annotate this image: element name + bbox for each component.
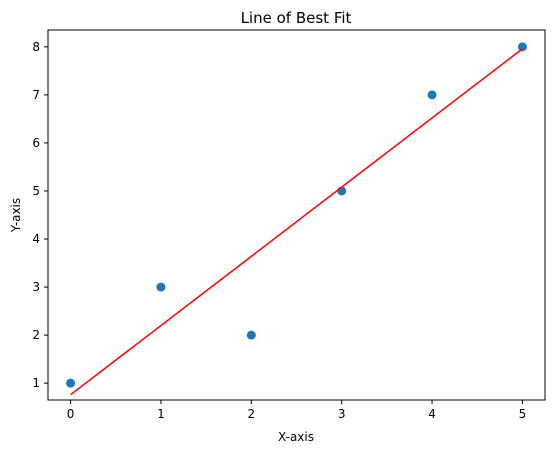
chart-title: Line of Best Fit (241, 9, 352, 27)
y-tick-label: 1 (32, 376, 40, 390)
x-axis-ticks: 0 1 2 3 4 5 (67, 400, 526, 421)
y-tick-label: 4 (32, 232, 40, 246)
y-axis-ticks: 1 2 3 4 5 6 7 8 (32, 40, 48, 390)
x-tick-label: 3 (338, 407, 346, 421)
x-tick-label: 2 (247, 407, 255, 421)
plot-area (66, 42, 527, 396)
data-point (246, 330, 256, 340)
x-tick-label: 1 (157, 407, 165, 421)
x-tick-label: 0 (67, 407, 75, 421)
data-point (427, 90, 437, 100)
y-tick-label: 7 (32, 88, 40, 102)
y-tick-label: 5 (32, 184, 40, 198)
x-tick-label: 4 (428, 407, 436, 421)
data-point (66, 378, 76, 388)
y-tick-label: 2 (32, 328, 40, 342)
data-point (517, 42, 527, 52)
y-tick-label: 8 (32, 40, 40, 54)
x-axis-label: X-axis (278, 430, 314, 444)
x-tick-label: 5 (519, 407, 527, 421)
y-tick-label: 6 (32, 136, 40, 150)
y-axis-label: Y-axis (9, 198, 23, 233)
plot-frame (47, 29, 546, 401)
data-point (156, 282, 166, 292)
best-fit-line (70, 48, 523, 396)
y-tick-label: 3 (32, 280, 40, 294)
